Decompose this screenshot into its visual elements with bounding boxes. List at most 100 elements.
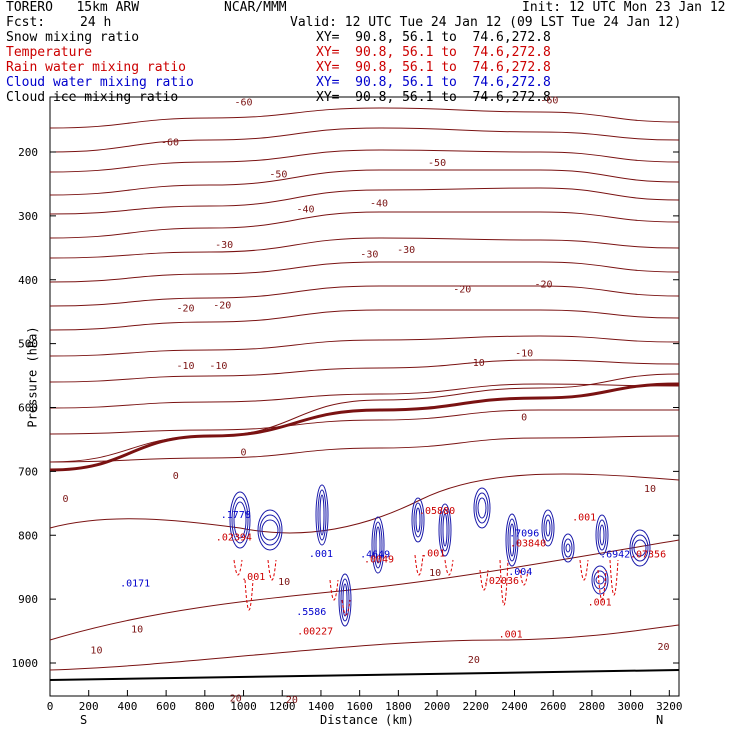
- legend-temperature: Temperature: [6, 45, 93, 60]
- temperature-label: -10: [176, 361, 194, 372]
- temperature-label: 20: [468, 655, 480, 666]
- rain-contour: [597, 569, 607, 601]
- cloud-water-contour: [477, 497, 487, 519]
- mixing-ratio-label: .004: [508, 567, 532, 578]
- coords-temperature: XY= 90.8, 56.1 to 74.6,272.8: [316, 45, 551, 60]
- isotherm: [49, 107, 680, 129]
- mixing-ratio-label: .001: [241, 572, 265, 583]
- isotherm: [49, 169, 680, 196]
- cloud-water-contour: [561, 533, 575, 563]
- mixing-ratio-label: .001: [588, 598, 612, 609]
- isotherm: [49, 359, 680, 383]
- temperature-label: 10: [644, 484, 656, 495]
- coords-cloud-water: XY= 90.8, 56.1 to 74.6,272.8: [316, 75, 551, 90]
- x-tick-label: 200: [79, 700, 99, 713]
- cloud-water-contour: [340, 578, 350, 622]
- temperature-label: -50: [269, 170, 287, 181]
- cloud-water-contour: [543, 514, 553, 542]
- temperature-label: -20: [534, 279, 552, 290]
- mixing-ratio-label: .7096: [509, 529, 539, 540]
- mixing-ratio-label: .4649: [360, 550, 390, 561]
- cloud-water-contour: [438, 503, 452, 557]
- isotherm: [49, 285, 680, 307]
- mixing-ratio-label: .03840: [510, 539, 546, 550]
- mixing-ratio-label: .0171: [120, 578, 150, 589]
- x-tick-label: 2200: [463, 700, 490, 713]
- isotherm: [49, 261, 680, 283]
- x-tick-label: 1600: [346, 700, 373, 713]
- x-tick-label: 1800: [385, 700, 412, 713]
- cloud-water-contour: [473, 487, 491, 529]
- cloud-water-contour: [505, 513, 519, 567]
- x-tick-label: 1200: [269, 700, 296, 713]
- fcst-label: Fcst:: [6, 15, 46, 30]
- mixing-ratio-label: .6942: [600, 550, 630, 561]
- y-tick-label: 900: [18, 593, 38, 606]
- mixing-ratio-label: .02036: [483, 576, 519, 587]
- cloud-water-contour: [231, 496, 249, 544]
- mixing-ratio-label: .001: [572, 513, 596, 524]
- temperature-label: 10: [429, 568, 441, 579]
- mixing-ratio-label: .0049: [364, 555, 394, 566]
- cloud-water-contour: [415, 507, 421, 533]
- y-tick-label: 800: [18, 529, 38, 542]
- y-tick-label: 300: [18, 210, 38, 223]
- cloud-water-contour: [545, 519, 551, 537]
- cloud-water-contour: [257, 509, 283, 551]
- y-tick-label: 1000: [12, 657, 39, 670]
- x-tick-label: 800: [195, 700, 215, 713]
- mixing-ratio-label: .05880: [419, 506, 455, 517]
- temperature-label: -40: [296, 205, 314, 216]
- isotherm: [49, 127, 680, 153]
- temperature-label: -20: [176, 304, 194, 315]
- rain-contour: [233, 559, 243, 576]
- mixing-ratio-label: .001: [421, 548, 445, 559]
- fcst-value: 24 h: [80, 15, 112, 30]
- isotherm: [49, 187, 680, 215]
- mixing-ratio-label: .00227: [297, 626, 333, 637]
- y-tick-label: 700: [18, 465, 38, 478]
- temperature-label: -10: [467, 358, 485, 369]
- temperature-label: 0: [173, 471, 179, 482]
- legend-rain: Rain water mixing ratio: [6, 60, 187, 75]
- temperature-label: -60: [161, 138, 179, 149]
- north-label: N: [656, 713, 664, 727]
- temperature-label: 20: [657, 642, 669, 653]
- center-title: NCAR/MMM: [224, 0, 287, 15]
- rain-contour: [341, 599, 351, 616]
- isotherm: [49, 309, 680, 331]
- cloud-water-contour: [442, 513, 448, 547]
- legend-snow: Snow mixing ratio: [6, 30, 140, 45]
- mixing-ratio-label: .001: [309, 549, 333, 560]
- cloud-water-contour: [259, 514, 281, 546]
- init-time: Init: 12 UTC Mon 23 Jan 12: [522, 0, 726, 15]
- cloud-water-contour: [475, 492, 489, 524]
- ground-line: [49, 669, 680, 681]
- mixing-ratio-label: .1778: [221, 510, 251, 521]
- temperature-label: -30: [360, 249, 378, 260]
- model-title: TORERO 15km ARW: [6, 0, 140, 15]
- cloud-water-contour: [229, 491, 251, 549]
- cloud-water-contour: [261, 519, 279, 541]
- x-tick-label: 3000: [617, 700, 644, 713]
- rain-contour: [519, 569, 529, 586]
- cloud-water-contour: [342, 583, 348, 617]
- coords-rain: XY= 90.8, 56.1 to 74.6,272.8: [316, 60, 551, 75]
- temperature-label: 10: [131, 624, 143, 635]
- isotherm-twenty: [49, 624, 680, 671]
- temperature-label: 10: [90, 645, 102, 656]
- cloud-water-contour: [593, 570, 607, 590]
- y-tick-label: 200: [18, 146, 38, 159]
- isotherm: [49, 211, 680, 239]
- y-tick-label: 500: [18, 338, 38, 351]
- x-tick-label: 2000: [424, 700, 451, 713]
- temperature-label: -40: [370, 198, 388, 209]
- y-tick-label: 600: [18, 402, 38, 415]
- temperature-label: -50: [428, 158, 446, 169]
- y-tick-label: 400: [18, 274, 38, 287]
- x-tick-label: 2800: [579, 700, 606, 713]
- cloud-water-contour: [563, 538, 573, 558]
- valid-time: Valid: 12 UTC Tue 24 Jan 12 (09 LST Tue …: [290, 15, 682, 30]
- cloud-water-contour: [629, 529, 651, 567]
